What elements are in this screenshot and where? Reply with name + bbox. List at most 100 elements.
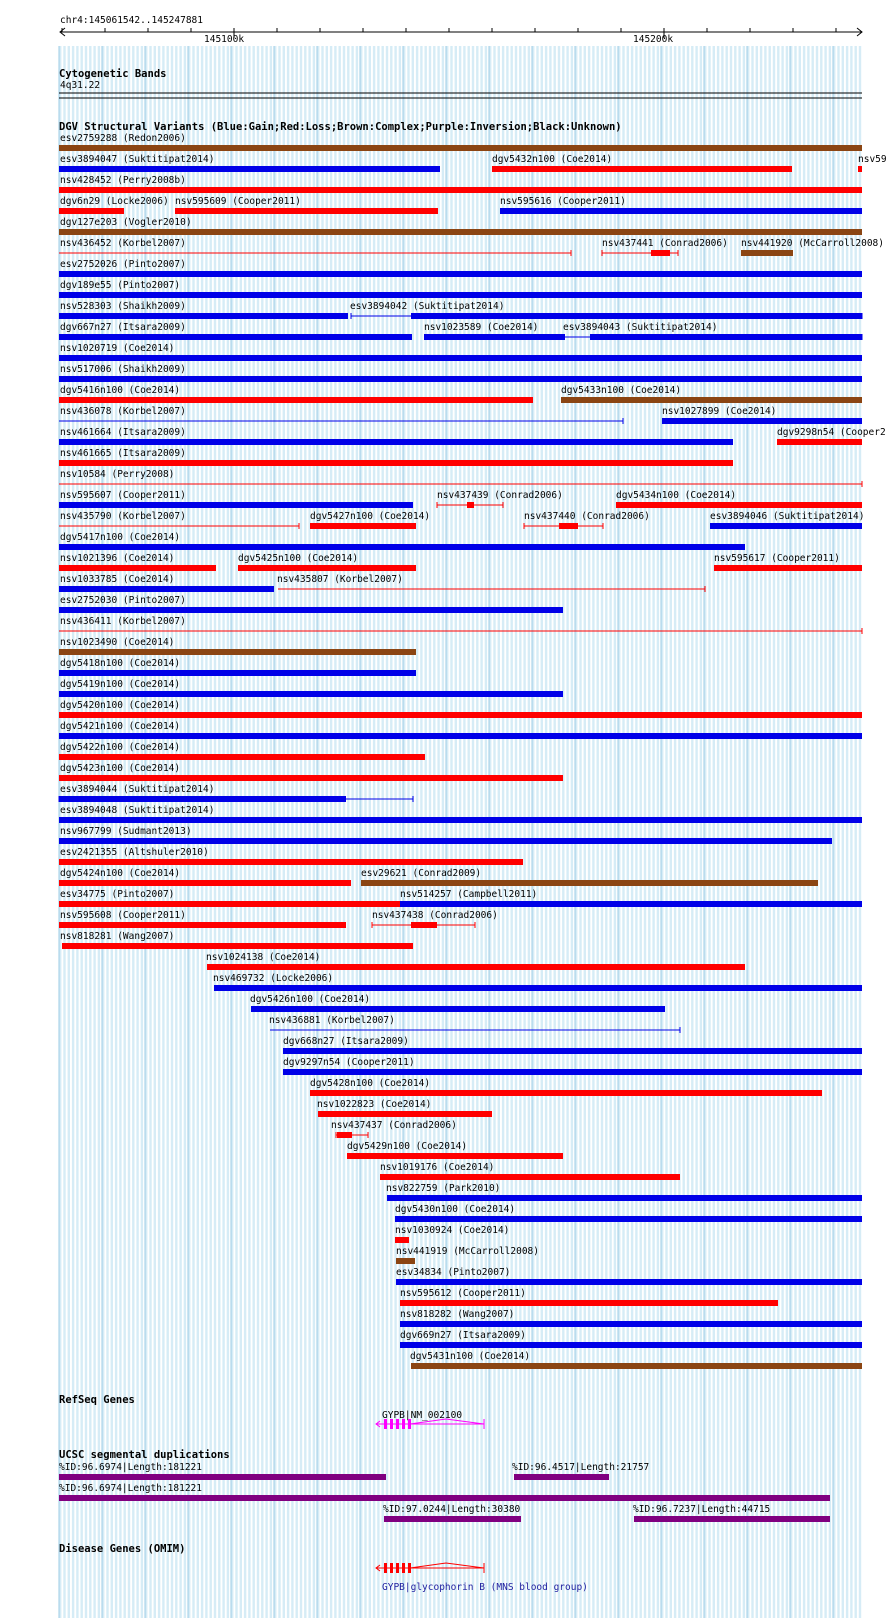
dgv-variant-bar[interactable] — [424, 334, 565, 340]
dgv-variant-label[interactable]: nsv595608 (Cooper2011) — [60, 910, 186, 921]
dgv-variant-bar[interactable] — [492, 166, 792, 172]
dgv-variant-label[interactable]: dgv5420n100 (Coe2014) — [60, 700, 181, 711]
segdup-label[interactable]: %ID:96.4517|Length:21757 — [512, 1462, 650, 1473]
dgv-variant-bar[interactable] — [59, 880, 351, 886]
dgv-variant-bar[interactable] — [283, 1048, 862, 1054]
dgv-variant-label[interactable]: nsv1020719 (Coe2014) — [60, 343, 175, 354]
dgv-variant-label[interactable]: dgv5422n100 (Coe2014) — [60, 742, 181, 753]
dgv-variant-label[interactable]: dgv127e203 (Vogler2010) — [60, 217, 192, 228]
dgv-variant-label[interactable]: esv3894046 (Suktitipat2014) — [710, 511, 865, 522]
dgv-variant-label[interactable]: dgv5427n100 (Coe2014) — [310, 511, 431, 522]
dgv-variant-label[interactable]: dgv5428n100 (Coe2014) — [310, 1078, 431, 1089]
dgv-variant-block[interactable] — [590, 334, 862, 340]
dgv-variant-block[interactable] — [467, 502, 474, 508]
dgv-variant-label[interactable]: nsv437438 (Conrad2006) — [372, 910, 498, 921]
dgv-variant-label[interactable]: esv2752030 (Pinto2007) — [60, 595, 186, 606]
dgv-variant-label[interactable]: nsv437440 (Conrad2006) — [524, 511, 650, 522]
dgv-variant-label[interactable]: nsv517006 (Shaikh2009) — [60, 364, 186, 375]
dgv-variant-block[interactable] — [337, 1132, 352, 1138]
dgv-variant-label[interactable]: nsv1033785 (Coe2014) — [60, 574, 175, 585]
dgv-variant-bar[interactable] — [59, 565, 216, 571]
dgv-variant-label[interactable]: nsv435807 (Korbel2007) — [277, 574, 403, 585]
dgv-variant-bar[interactable] — [400, 1321, 862, 1327]
dgv-variant-label[interactable]: esv3894047 (Suktitipat2014) — [60, 154, 215, 165]
dgv-variant-label[interactable]: dgv9297n54 (Cooper2011) — [283, 1057, 415, 1068]
dgv-variant-bar[interactable] — [662, 418, 862, 424]
dgv-variant-bar[interactable] — [59, 145, 862, 151]
dgv-variant-label[interactable]: nsv818281 (Wang2007) — [60, 931, 175, 942]
dgv-variant-label[interactable]: nsv441920 (McCarroll2008) — [741, 238, 884, 249]
dgv-variant-label[interactable]: nsv595616 (Cooper2011) — [500, 196, 626, 207]
segdup-bar[interactable] — [634, 1516, 830, 1522]
dgv-variant-bar[interactable] — [59, 649, 416, 655]
dgv-variant-label[interactable]: nsv1019176 (Coe2014) — [380, 1162, 495, 1173]
dgv-variant-bar[interactable] — [59, 397, 533, 403]
dgv-variant-label[interactable]: dgv5424n100 (Coe2014) — [60, 868, 181, 879]
dgv-variant-label[interactable]: dgv5430n100 (Coe2014) — [395, 1204, 516, 1215]
dgv-variant-label[interactable]: nsv595617 (Cooper2011) — [714, 553, 840, 564]
dgv-variant-bar[interactable] — [59, 229, 862, 235]
dgv-variant-label[interactable]: dgv5416n100 (Coe2014) — [60, 385, 181, 396]
dgv-variant-bar[interactable] — [395, 1216, 862, 1222]
dgv-variant-label[interactable]: esv3894043 (Suktitipat2014) — [563, 322, 718, 333]
omim-gene-label[interactable]: GYPB|glycophorin B (MNS blood group) — [382, 1582, 588, 1593]
dgv-variant-bar[interactable] — [59, 502, 413, 508]
dgv-variant-label[interactable]: nsv461665 (Itsara2009) — [60, 448, 186, 459]
dgv-variant-label[interactable]: dgv668n27 (Itsara2009) — [283, 1036, 409, 1047]
dgv-variant-label[interactable]: dgv189e55 (Pinto2007) — [60, 280, 181, 291]
dgv-variant-bar[interactable] — [714, 565, 862, 571]
dgv-variant-label[interactable]: nsv1023490 (Coe2014) — [60, 637, 175, 648]
dgv-variant-label[interactable]: esv34775 (Pinto2007) — [60, 889, 175, 900]
dgv-variant-bar[interactable] — [59, 187, 862, 193]
dgv-variant-label[interactable]: dgv6n29 (Locke2006) — [60, 196, 169, 207]
dgv-variant-bar[interactable] — [387, 1195, 862, 1201]
dgv-variant-bar[interactable] — [59, 691, 563, 697]
refseq-gene-label[interactable]: GYPB|NM_002100 — [382, 1410, 463, 1421]
dgv-variant-bar[interactable] — [59, 922, 346, 928]
dgv-variant-label[interactable]: esv29621 (Conrad2009) — [361, 868, 482, 879]
dgv-variant-bar[interactable] — [777, 439, 862, 445]
dgv-variant-bar[interactable] — [59, 292, 862, 298]
dgv-variant-label[interactable]: dgv667n27 (Itsara2009) — [60, 322, 186, 333]
dgv-variant-bar[interactable] — [310, 523, 416, 529]
dgv-variant-bar[interactable] — [59, 166, 440, 172]
dgv-variant-label[interactable]: dgv5434n100 (Coe2014) — [616, 490, 737, 501]
dgv-variant-label[interactable]: nsv1027899 (Coe2014) — [662, 406, 777, 417]
dgv-variant-label[interactable]: dgv5431n100 (Coe2014) — [410, 1351, 531, 1362]
dgv-variant-bar[interactable] — [561, 397, 862, 403]
dgv-variant-label[interactable]: nsv595607 (Cooper2011) — [60, 490, 186, 501]
dgv-variant-label[interactable]: nsv461664 (Itsara2009) — [60, 427, 186, 438]
dgv-variant-label[interactable]: dgv5425n100 (Coe2014) — [238, 553, 359, 564]
dgv-variant-bar[interactable] — [59, 754, 425, 760]
dgv-variant-bar[interactable] — [214, 985, 862, 991]
dgv-variant-bar[interactable] — [347, 1153, 563, 1159]
dgv-variant-bar[interactable] — [616, 502, 862, 508]
dgv-variant-label[interactable]: nsv822759 (Park2010) — [386, 1183, 501, 1194]
dgv-variant-bar[interactable] — [741, 250, 793, 256]
dgv-variant-block[interactable] — [559, 523, 578, 529]
dgv-variant-label[interactable]: nsv595609 (Cooper2011) — [175, 196, 301, 207]
dgv-variant-label[interactable]: esv3894044 (Suktitipat2014) — [60, 784, 215, 795]
segdup-label[interactable]: %ID:96.6974|Length:181221 — [59, 1462, 202, 1473]
dgv-variant-bar[interactable] — [858, 166, 862, 172]
dgv-variant-block[interactable] — [411, 313, 862, 319]
dgv-variant-label[interactable]: nsv10584 (Perry2008) — [60, 469, 175, 480]
segdup-bar[interactable] — [59, 1495, 830, 1501]
dgv-variant-label[interactable]: dgv5433n100 (Coe2014) — [561, 385, 682, 396]
dgv-variant-label[interactable]: nsv436078 (Korbel2007) — [60, 406, 186, 417]
dgv-variant-label[interactable]: dgv5419n100 (Coe2014) — [60, 679, 181, 690]
dgv-variant-bar[interactable] — [59, 586, 274, 592]
dgv-variant-label[interactable]: esv2421355 (Altshuler2010) — [60, 847, 209, 858]
segdup-label[interactable]: %ID:97.0244|Length:30380 — [383, 1504, 521, 1515]
dgv-variant-bar[interactable] — [318, 1111, 492, 1117]
segdup-label[interactable]: %ID:96.6974|Length:181221 — [59, 1483, 202, 1494]
dgv-variant-label[interactable]: nsv818282 (Wang2007) — [400, 1309, 515, 1320]
dgv-variant-label[interactable]: nsv436452 (Korbel2007) — [60, 238, 186, 249]
dgv-variant-label[interactable]: esv2759288 (Redon2006) — [60, 133, 186, 144]
dgv-variant-label[interactable]: nsv1021396 (Coe2014) — [60, 553, 175, 564]
dgv-variant-bar[interactable] — [251, 1006, 665, 1012]
dgv-variant-label[interactable]: nsv436411 (Korbel2007) — [60, 616, 186, 627]
dgv-variant-label[interactable]: nsv595612 (Cooper2011) — [400, 1288, 526, 1299]
dgv-variant-label[interactable]: dgv5426n100 (Coe2014) — [250, 994, 371, 1005]
dgv-variant-label[interactable]: esv2752026 (Pinto2007) — [60, 259, 186, 270]
